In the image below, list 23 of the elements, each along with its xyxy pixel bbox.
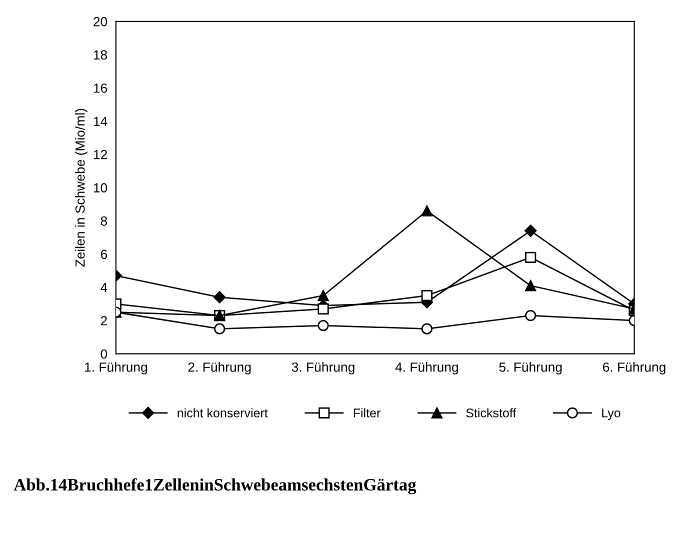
- y-tick-label: 20: [94, 17, 108, 26]
- y-tick-label: 10: [94, 183, 108, 193]
- legend-label: Filter: [354, 408, 380, 418]
- y-tick-label: 16: [94, 83, 108, 93]
- x-tick-label: 1. Führung: [85, 362, 147, 374]
- y-tick-label: 8: [100, 216, 108, 226]
- y-tick-label: 0: [100, 349, 108, 359]
- y-axis-title: Zeilen in Schwebe (Mio/ml): [75, 108, 88, 267]
- y-tick-label: 18: [94, 50, 108, 60]
- y-tick-label: 14: [94, 116, 108, 126]
- x-tick-label: 4. Führung: [395, 362, 458, 374]
- legend-label: Stickstoff: [466, 408, 516, 418]
- x-tick-label: 6. Führung: [603, 362, 666, 374]
- y-tick-label: 4: [100, 283, 108, 292]
- y-tick-label: 6: [100, 250, 108, 259]
- legend-label: nicht konserviert: [178, 408, 268, 418]
- x-tick-label: 3. Führung: [292, 362, 354, 374]
- legend-label: Lyo: [602, 408, 620, 420]
- y-tick-label: 12: [94, 150, 107, 160]
- x-tick-label: 2. Führung: [188, 362, 251, 374]
- x-tick-label: 5. Führung: [499, 362, 562, 374]
- y-tick-label: 2: [100, 316, 107, 326]
- caption: Abb.14Bruchhefe1ZelleninSchwebeamsechstenGärtag: [14, 478, 416, 494]
